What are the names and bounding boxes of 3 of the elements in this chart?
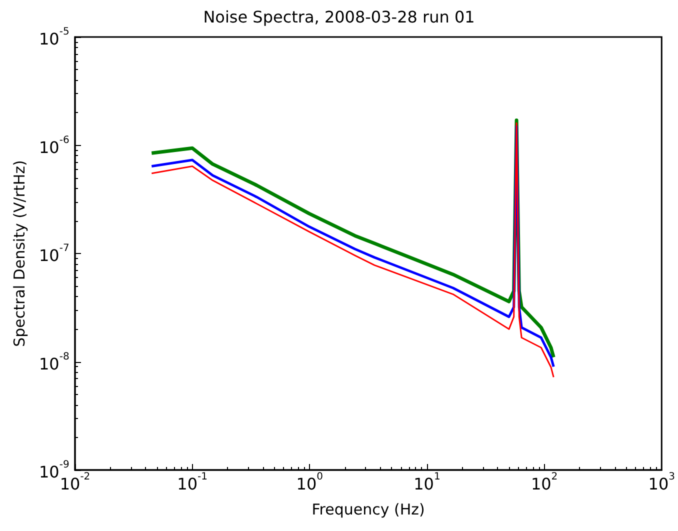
y-axis-title: Spectral Density (V/rtHz) (10, 160, 28, 347)
chart-title: Noise Spectra, 2008-03-28 run 01 (203, 8, 475, 26)
x-axis-title: Frequency (Hz) (312, 500, 425, 518)
